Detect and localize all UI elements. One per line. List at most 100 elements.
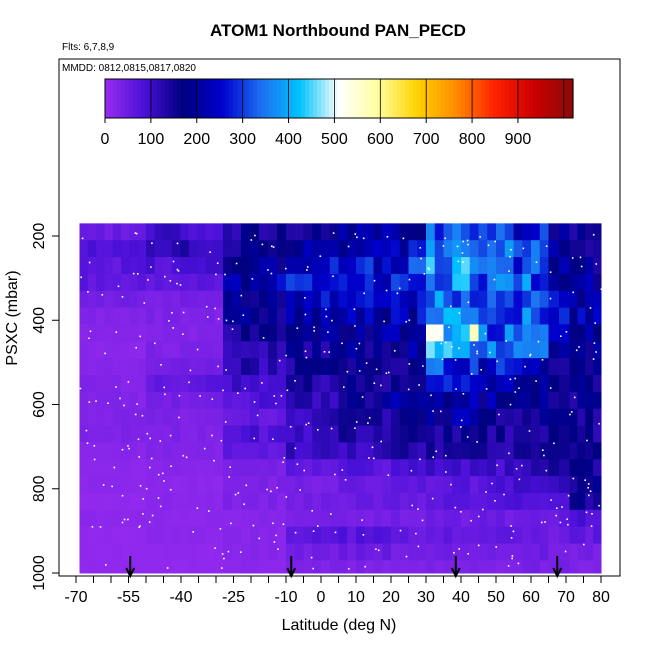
speckle — [440, 410, 442, 413]
heatmap-cell — [577, 290, 586, 309]
heatmap-cell — [268, 257, 278, 275]
colorbar-segment — [545, 79, 550, 118]
heatmap-cell — [548, 391, 560, 410]
speckle — [451, 346, 453, 348]
speckle — [182, 333, 184, 335]
heatmap-cell — [121, 543, 130, 561]
heatmap-cell — [522, 307, 532, 325]
speckle — [571, 411, 573, 413]
heatmap-cell — [399, 408, 409, 427]
speckle — [261, 243, 264, 246]
heatmap-cell — [277, 358, 287, 376]
heatmap-cell — [146, 526, 156, 545]
heatmap-cell — [171, 257, 181, 275]
heatmap-cell — [434, 560, 444, 574]
heatmap-cell — [223, 425, 233, 443]
colorbar-tick-label: 700 — [413, 131, 440, 148]
speckle — [334, 531, 337, 534]
heatmap-cell — [197, 526, 207, 545]
heatmap-cell — [559, 476, 570, 494]
heatmap-cell — [364, 509, 374, 528]
heatmap-cell — [250, 341, 260, 359]
heatmap-cell — [329, 391, 339, 410]
speckle — [203, 447, 206, 450]
heatmap-cell — [96, 459, 105, 477]
speckle — [267, 269, 269, 271]
heatmap-cell — [539, 358, 549, 376]
speckle — [354, 325, 356, 327]
colorbar-segment — [553, 79, 558, 118]
heatmap-cell — [399, 240, 409, 258]
heatmap-cell — [513, 459, 523, 477]
heatmap-cell — [96, 391, 105, 410]
heatmap-cell — [469, 375, 479, 393]
heatmap-cell — [356, 391, 366, 410]
speckle — [595, 263, 598, 265]
heatmap-cell — [569, 341, 578, 359]
heatmap-cell — [373, 290, 383, 309]
heatmap-cell — [452, 324, 462, 342]
speckle — [361, 519, 363, 521]
heatmap-cell — [250, 273, 260, 292]
speckle — [286, 389, 289, 392]
heatmap-cell — [250, 257, 260, 275]
heatmap-cell — [303, 459, 313, 477]
heatmap-cell — [426, 290, 436, 309]
colorbar-segment — [473, 79, 478, 118]
heatmap-cell — [104, 543, 114, 561]
speckle — [460, 426, 462, 428]
heatmap-cell — [559, 290, 570, 309]
speckle — [313, 330, 315, 332]
heatmap-cell — [303, 492, 313, 511]
heatmap-cell — [121, 240, 130, 258]
heatmap-cell — [531, 257, 541, 275]
speckle — [185, 456, 188, 459]
colorbar-tick-label: 100 — [138, 131, 165, 148]
heatmap-cell — [223, 341, 233, 359]
heatmap-cell — [79, 290, 89, 309]
heatmap-cell — [79, 375, 89, 393]
heatmap-cell — [559, 560, 570, 574]
speckle — [159, 505, 162, 508]
speckle — [511, 557, 513, 560]
heatmap-cell — [391, 408, 401, 427]
heatmap-cell — [577, 307, 586, 325]
heatmap-cell — [548, 257, 560, 275]
heatmap-cell — [522, 391, 532, 410]
colorbar-segment — [181, 79, 186, 118]
speckle — [496, 464, 498, 467]
heatmap-cell — [259, 240, 269, 258]
speckle — [571, 257, 574, 259]
speckle — [385, 289, 388, 292]
heatmap-cell — [504, 509, 514, 528]
speckle — [592, 233, 595, 236]
heatmap-cell — [268, 223, 278, 241]
heatmap-cell — [259, 526, 269, 545]
heatmap-cell — [364, 257, 374, 275]
heatmap-cell — [294, 543, 304, 561]
speckle — [127, 445, 129, 447]
colorbar-segment — [481, 79, 486, 118]
heatmap-cell — [154, 492, 164, 511]
heatmap-cell — [312, 290, 322, 309]
colorbar-segment — [325, 79, 330, 118]
heatmap-cell — [593, 307, 602, 325]
heatmap-cell — [408, 290, 418, 309]
heatmap-cell — [129, 459, 139, 477]
heatmap-cell — [585, 223, 594, 241]
heatmap-cell — [180, 324, 190, 342]
heatmap-cell — [197, 442, 207, 460]
heatmap-cell — [96, 324, 105, 342]
heatmap-cell — [146, 257, 156, 275]
speckle — [508, 452, 510, 455]
heatmap-cell — [408, 240, 418, 258]
heatmap-cell — [329, 459, 339, 477]
heatmap-cell — [347, 526, 357, 545]
speckle — [375, 368, 378, 371]
heatmap-cell — [487, 509, 497, 528]
heatmap-cell — [205, 459, 215, 477]
speckle — [237, 492, 240, 494]
heatmap-cell — [146, 290, 156, 309]
colorbar-segment — [445, 79, 450, 118]
heatmap-cell — [312, 425, 322, 443]
